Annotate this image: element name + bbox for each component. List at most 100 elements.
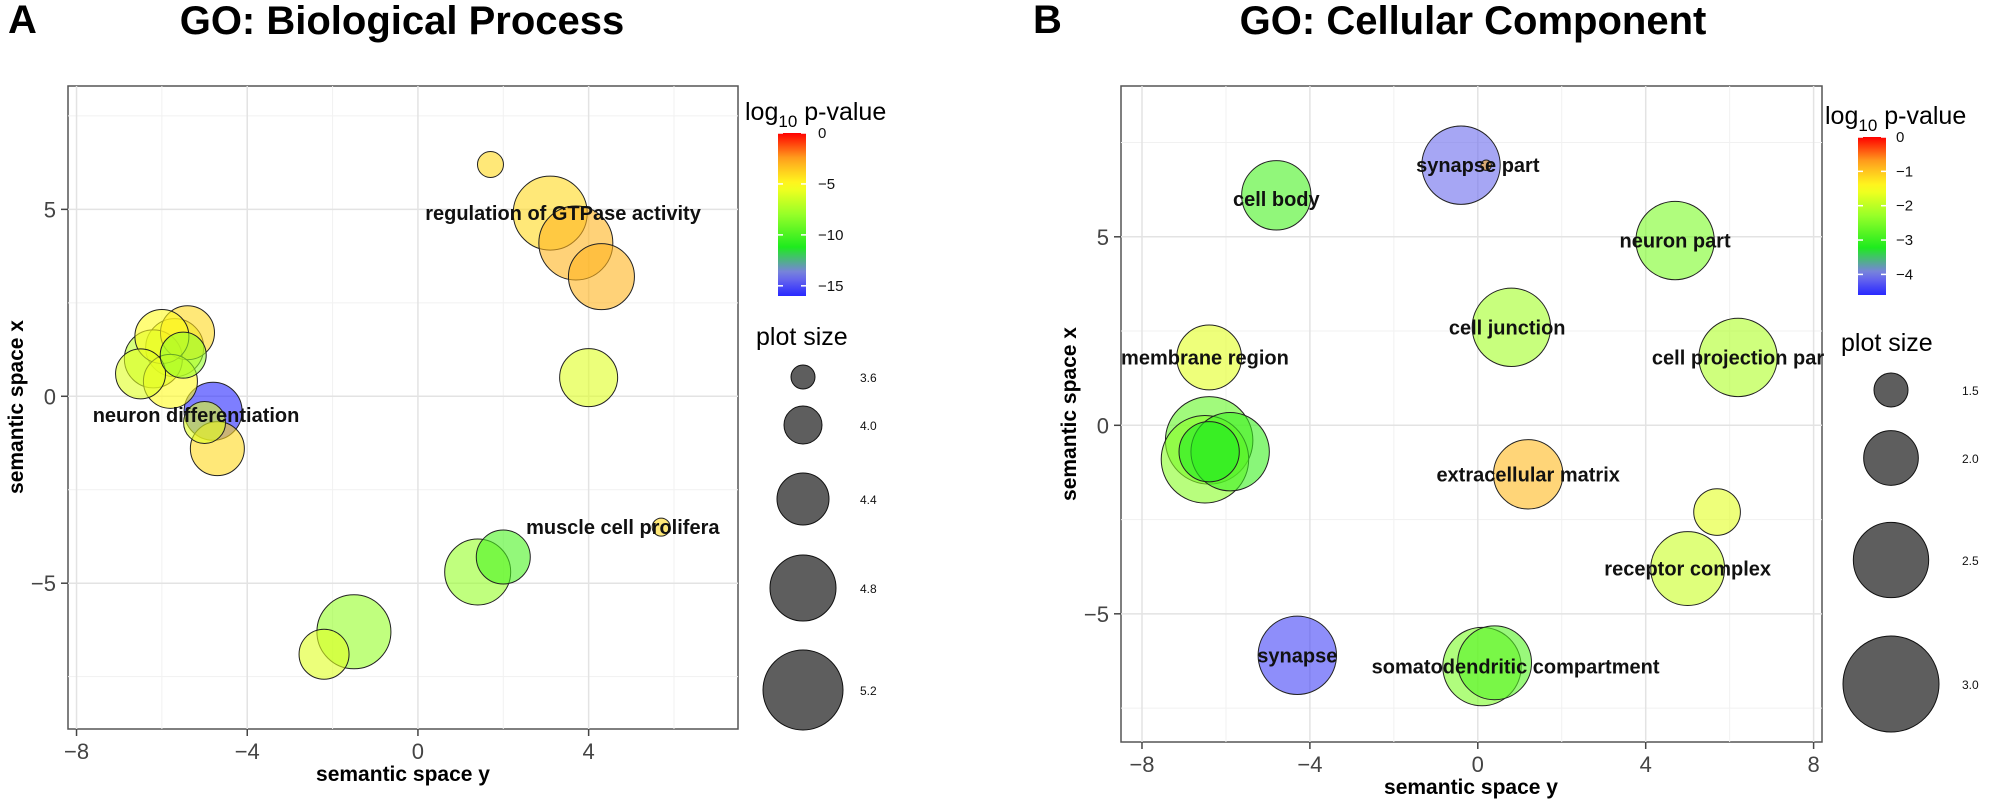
size-legend-circle (1873, 372, 1909, 408)
plot-area (67, 85, 739, 730)
bubble-labels: regulation of GTPase activity neuron diff… (93, 203, 721, 539)
size-legend-label: 4.0 (860, 419, 877, 433)
x-tick-label: −8 (64, 739, 89, 764)
x-tick-label: 0 (1472, 752, 1484, 777)
size-legend: plot size 3.6 4.0 4.4 4.8 5.2 (756, 323, 877, 731)
color-bar-label: −5 (818, 176, 835, 193)
y-axis-title: semantic space x (5, 320, 28, 494)
x-tick-label: 4 (1640, 752, 1652, 777)
bubble-label: cell projection par (1652, 347, 1824, 369)
y-axis-title: semantic space x (1058, 327, 1081, 501)
x-tick-label: 0 (412, 739, 424, 764)
x-axis-title: semantic space y (316, 763, 490, 786)
panel-cellular-component: B GO: Cellular Component synapse part cel… (1033, 0, 1979, 799)
color-bar-label: 0 (1896, 129, 1904, 146)
bubble-label: receptor complex (1604, 559, 1771, 581)
bubble-label: membrane region (1121, 347, 1289, 369)
bubble-point (159, 331, 207, 379)
y-tick-label: 5 (1097, 225, 1109, 250)
color-legend-title: log10 p-value (745, 98, 886, 131)
size-legend-circle (776, 472, 830, 526)
size-legend-circle (769, 554, 837, 622)
bubble-point (567, 243, 635, 311)
bubble-point (1471, 287, 1552, 367)
bubble-point (1493, 439, 1564, 510)
panel-biological-process: A GO: Biological Process regulation of G… (5, 0, 886, 786)
x-axis-title: semantic space y (1384, 776, 1558, 799)
x-tick-label: −4 (235, 739, 260, 764)
y-tick-label: −5 (31, 571, 56, 596)
bubble-point (1257, 615, 1337, 695)
size-legend: plot size 1.5 2.0 2.5 3.0 (1841, 329, 1979, 733)
bubble-point (1457, 625, 1533, 701)
size-legend-title: plot size (1841, 329, 1933, 357)
y-tick-label: −5 (1084, 602, 1109, 627)
bubbles (115, 151, 671, 680)
color-bar-label: −1 (1896, 163, 1913, 180)
x-axis-ticks: −8 −4 0 4 8 (1129, 742, 1820, 777)
size-legend-label: 1.5 (1962, 384, 1979, 398)
bubble-point (475, 529, 531, 585)
color-bar-label: 0 (818, 125, 826, 142)
x-tick-label: −4 (1297, 752, 1322, 777)
size-legend-circle (762, 649, 844, 731)
bubble-point (298, 628, 350, 680)
y-tick-label: 0 (44, 384, 56, 409)
color-bar-label: −2 (1896, 198, 1913, 215)
size-legend-label: 3.0 (1962, 678, 1979, 692)
bubble-point (559, 348, 619, 408)
color-bar-label: −3 (1896, 232, 1913, 249)
size-legend-label: 3.6 (860, 371, 877, 385)
color-bar-label: −15 (818, 278, 843, 295)
bubble-point (1698, 317, 1778, 398)
bubble-point (1421, 125, 1501, 205)
bubble-labels: synapse part cell body neuron part cell jun… (1121, 155, 1824, 678)
color-bar-label: −10 (818, 227, 843, 244)
bubble-label: synapse part (1416, 155, 1540, 177)
size-legend-title: plot size (756, 323, 848, 351)
size-legend-label: 4.8 (860, 582, 877, 596)
bubble-point (651, 517, 671, 537)
size-legend-circle (790, 364, 816, 390)
bubble-label: neuron differentiation (93, 405, 300, 427)
y-tick-label: 5 (44, 197, 56, 222)
y-axis-ticks: −5 0 5 (1084, 225, 1121, 627)
bubbles (1160, 125, 1778, 707)
bubble-label: neuron part (1620, 231, 1731, 253)
color-legend: log10 p-value 0 −1 −2 −3 −4 (1825, 102, 1966, 295)
bubble-point (476, 151, 504, 179)
size-legend-label: 2.0 (1962, 452, 1979, 466)
bubble-label: extracellular matrix (1436, 464, 1619, 486)
chart-title: GO: Cellular Component (1240, 0, 1707, 43)
bubble-label: muscle cell prolifera (526, 517, 720, 539)
size-legend-label: 4.4 (860, 493, 877, 507)
bubble-label: regulation of GTPase activity (425, 203, 702, 225)
y-tick-label: 0 (1097, 413, 1109, 438)
size-legend-label: 2.5 (1962, 554, 1979, 568)
bubble-point (115, 348, 167, 400)
panel-letter: B (1033, 0, 1062, 42)
x-tick-label: −8 (1129, 752, 1154, 777)
bubble-point (1480, 159, 1492, 171)
bubble-point (1693, 488, 1741, 536)
bubble-label: synapse (1257, 645, 1337, 667)
size-legend-label: 5.2 (860, 684, 877, 698)
bubble-label: cell junction (1449, 317, 1566, 339)
color-bar (778, 133, 806, 296)
x-axis-ticks: −8 −4 0 4 (64, 729, 595, 764)
x-tick-label: 8 (1807, 752, 1819, 777)
size-legend-circle (783, 405, 823, 445)
x-tick-label: 4 (583, 739, 595, 764)
panel-letter: A (8, 0, 37, 42)
chart-title: GO: Biological Process (180, 0, 625, 43)
bubble-label: cell body (1233, 189, 1321, 211)
bubble-label: somatodendritic compartment (1372, 657, 1660, 679)
color-legend-title: log10 p-value (1825, 102, 1966, 135)
bubble-point (183, 400, 227, 444)
bubble-point (1650, 531, 1726, 607)
color-bar-label: −4 (1896, 266, 1913, 283)
y-axis-ticks: −5 0 5 (31, 197, 68, 596)
color-bar (1858, 137, 1886, 295)
